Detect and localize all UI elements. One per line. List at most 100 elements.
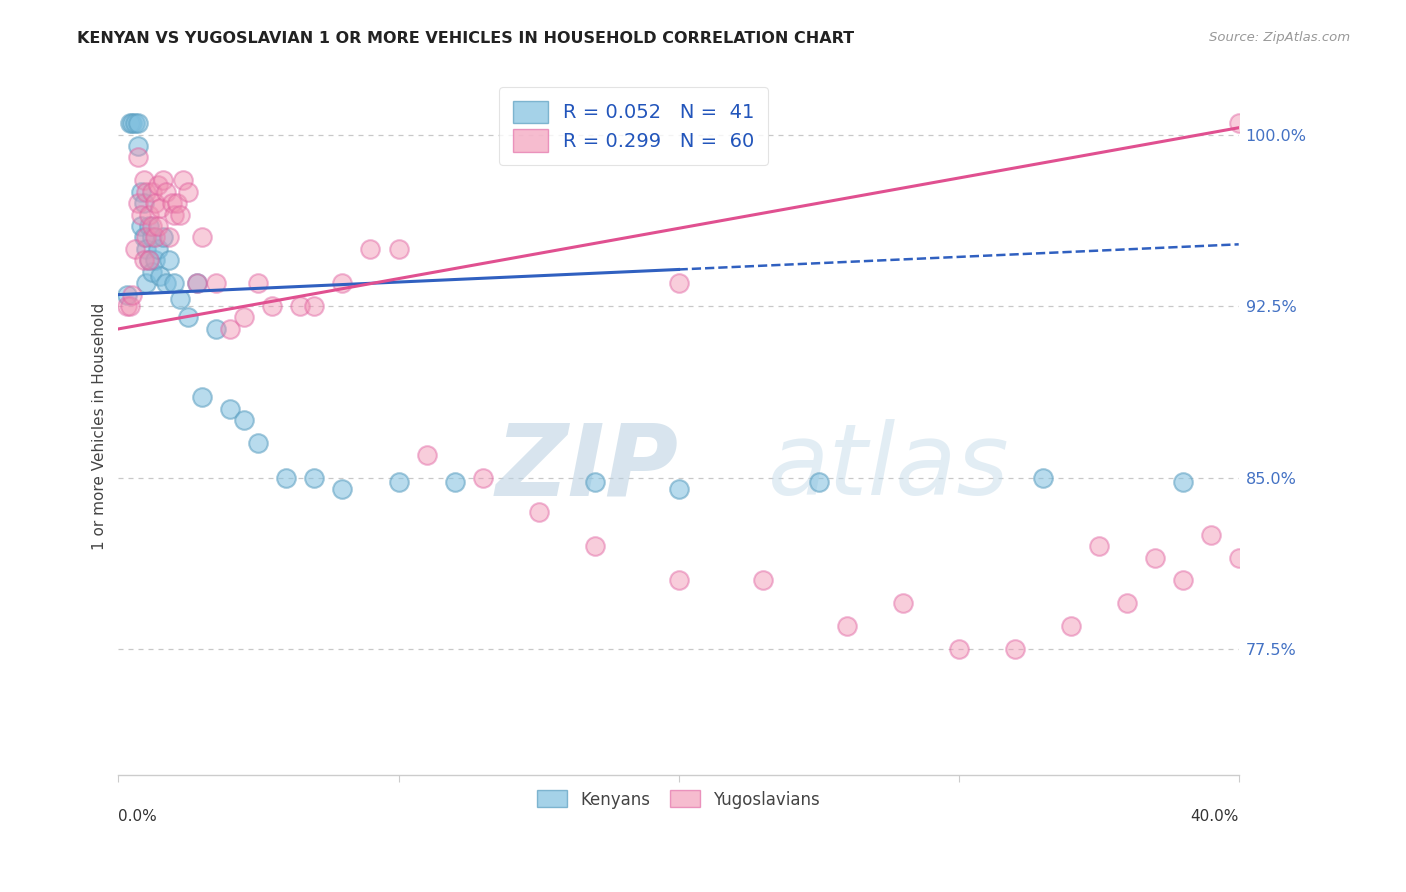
Point [332,276,354,290]
Point [152,173,174,187]
Point [146,219,169,233]
Point [172,173,194,187]
Point [527,505,550,519]
Point [233,413,256,427]
Point [149,201,172,215]
Point [205,276,228,290]
Y-axis label: 1 or more Vehicles in Household: 1 or more Vehicles in Household [93,302,107,549]
Point [149,269,172,284]
Point [146,178,169,192]
Point [177,310,200,325]
Point [1115,596,1137,610]
Point [304,470,326,484]
Point [143,196,166,211]
Point [115,287,138,301]
Point [583,475,606,489]
Text: atlas: atlas [768,419,1010,516]
Point [132,253,155,268]
Text: Source: ZipAtlas.com: Source: ZipAtlas.com [1209,31,1350,45]
Point [1199,527,1222,541]
Point [360,242,382,256]
Point [127,139,149,153]
Point [160,196,183,211]
Point [141,219,163,233]
Point [141,265,163,279]
Point [163,208,186,222]
Point [186,276,208,290]
Point [169,208,191,222]
Point [141,185,163,199]
Text: 0.0%: 0.0% [118,809,157,824]
Point [415,448,437,462]
Point [233,310,256,325]
Point [135,185,157,199]
Point [152,230,174,244]
Point [262,299,284,313]
Point [129,185,152,199]
Point [807,475,830,489]
Point [1032,470,1054,484]
Legend: Kenyans, Yugoslavians: Kenyans, Yugoslavians [530,784,827,815]
Point [127,116,149,130]
Point [143,230,166,244]
Point [891,596,914,610]
Point [387,242,409,256]
Point [247,276,270,290]
Point [132,173,155,187]
Point [1004,642,1026,657]
Text: KENYAN VS YUGOSLAVIAN 1 OR MORE VEHICLES IN HOUSEHOLD CORRELATION CHART: KENYAN VS YUGOSLAVIAN 1 OR MORE VEHICLES… [77,31,855,46]
Point [121,287,143,301]
Point [132,230,155,244]
Point [668,276,690,290]
Point [668,574,690,588]
Point [127,196,149,211]
Point [138,253,160,268]
Point [668,482,690,496]
Point [290,299,312,313]
Point [276,470,298,484]
Point [138,253,160,268]
Point [129,219,152,233]
Point [132,196,155,211]
Point [157,230,180,244]
Point [138,208,160,222]
Point [169,292,191,306]
Point [387,475,409,489]
Point [155,276,177,290]
Point [948,642,970,657]
Point [332,482,354,496]
Point [135,276,157,290]
Point [583,539,606,553]
Point [121,116,143,130]
Point [138,219,160,233]
Point [1087,539,1109,553]
Text: ZIP: ZIP [495,419,679,516]
Point [304,299,326,313]
Point [155,185,177,199]
Point [115,299,138,313]
Point [219,322,242,336]
Point [157,253,180,268]
Point [163,276,186,290]
Point [1227,550,1250,565]
Text: 40.0%: 40.0% [1191,809,1239,824]
Point [124,242,146,256]
Point [135,242,157,256]
Point [835,619,858,633]
Point [166,196,188,211]
Point [247,436,270,450]
Point [118,299,141,313]
Point [1059,619,1081,633]
Point [129,208,152,222]
Point [124,116,146,130]
Point [1227,116,1250,130]
Point [141,230,163,244]
Point [1171,475,1194,489]
Point [146,242,169,256]
Point [751,574,773,588]
Point [1143,550,1166,565]
Point [186,276,208,290]
Point [135,230,157,244]
Point [205,322,228,336]
Point [191,230,214,244]
